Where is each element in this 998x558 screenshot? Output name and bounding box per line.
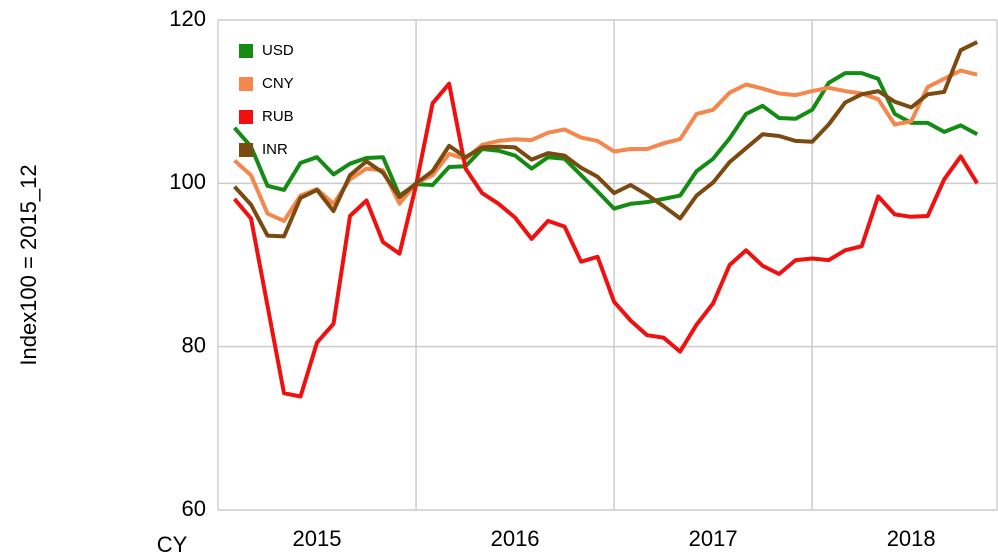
x-axis-label: CY: [157, 532, 188, 557]
x-tick-label: 2017: [689, 526, 738, 551]
line-series: [233, 68, 978, 223]
legend-label: USD: [262, 42, 294, 59]
line-series: [232, 81, 979, 399]
legend-label: CNY: [262, 75, 294, 92]
x-tick-label: 2018: [887, 526, 936, 551]
y-axis-label: Index100 = 2015_12: [16, 164, 41, 365]
legend-label: INR: [262, 141, 288, 158]
line-series: [232, 71, 979, 211]
line-series: [233, 40, 979, 239]
legend-marker: [239, 110, 253, 124]
x-tick-label: 2016: [491, 526, 540, 551]
y-tick-label: 120: [169, 6, 206, 31]
legend-marker: [239, 143, 253, 157]
y-tick-label: 100: [169, 169, 206, 194]
legend-marker: [239, 77, 253, 91]
legend-marker: [239, 44, 253, 58]
legend-label: RUB: [262, 108, 294, 125]
x-tick-label: 2015: [293, 526, 342, 551]
y-tick-label: 80: [182, 332, 206, 357]
y-tick-label: 60: [182, 496, 206, 521]
